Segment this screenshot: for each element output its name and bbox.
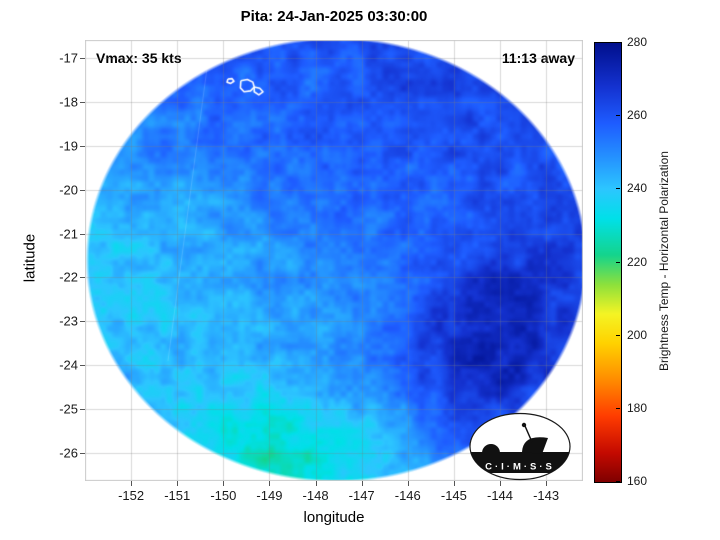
- logo-dish-icon: [522, 437, 548, 454]
- x-tick-mark: [500, 481, 501, 486]
- x-tick-label: -145: [440, 488, 467, 503]
- x-tick-label: -150: [210, 488, 237, 503]
- x-tick-label: -151: [164, 488, 191, 503]
- colorbar-tick-label: 280: [627, 35, 648, 49]
- y-tick-label: -25: [59, 401, 78, 417]
- y-axis-label: latitude: [21, 233, 39, 283]
- colorbar-tick-label: 180: [627, 400, 648, 415]
- x-tick-mark: [546, 481, 548, 486]
- y-tick-label: -22: [59, 269, 78, 285]
- x-tick-mark: [223, 481, 225, 486]
- x-tick-label: -152: [118, 488, 145, 503]
- x-tick-mark: [177, 481, 179, 486]
- y-tick-mark: [80, 233, 85, 235]
- colorbar-tick-mark: [616, 188, 620, 190]
- colorbar-tick-label: 200: [627, 327, 648, 342]
- y-tick-mark: [80, 321, 85, 323]
- x-tick-mark: [269, 481, 271, 486]
- colorbar-tick-mark: [616, 481, 620, 482]
- x-axis-label: longitude: [303, 509, 365, 526]
- y-tick-label: -18: [59, 94, 78, 110]
- colorbar-tick-label: 240: [627, 181, 648, 196]
- y-tick-label: -26: [59, 445, 78, 461]
- logo-dome-icon: [482, 444, 500, 453]
- x-tick-mark: [131, 481, 133, 486]
- logo-ground: [470, 452, 570, 461]
- logo-antenna-icon: [524, 425, 533, 443]
- y-tick-label: -21: [59, 226, 78, 241]
- colorbar: [594, 42, 622, 483]
- x-tick-label: -143: [533, 488, 560, 503]
- logo-text: C·I·M·S·S: [485, 462, 555, 473]
- colorbar-tick-mark: [616, 115, 620, 117]
- y-tick-mark: [80, 409, 85, 411]
- y-tick-label: -17: [59, 50, 78, 66]
- y-tick-label: -24: [59, 357, 78, 373]
- x-tick-mark: [453, 481, 455, 486]
- y-tick-mark: [80, 277, 85, 279]
- y-tick-mark: [80, 189, 85, 191]
- logo-banner: [470, 459, 570, 473]
- x-tick-label: -148: [302, 488, 329, 503]
- x-tick-mark: [315, 481, 317, 486]
- plot-area: [85, 40, 583, 481]
- heatmap-canvas: [85, 40, 583, 481]
- plot-title: Pita: 24-Jan-2025 03:30:00: [240, 8, 428, 25]
- colorbar-label: Brightness Temp - Horizontal Polarizatio…: [657, 151, 671, 371]
- colorbar-tick-label: 160: [627, 474, 648, 488]
- colorbar-tick-mark: [616, 261, 620, 263]
- x-tick-label: -146: [394, 488, 421, 503]
- y-tick-mark: [80, 57, 85, 59]
- y-tick-mark: [80, 101, 85, 103]
- colorbar-tick-label: 220: [627, 254, 648, 269]
- x-tick-mark: [407, 481, 409, 486]
- y-tick-mark: [80, 145, 85, 147]
- cimss-logo: C·I·M·S·S: [469, 412, 571, 481]
- colorbar-tick-mark: [616, 334, 620, 336]
- y-tick-label: -20: [59, 182, 78, 198]
- x-tick-label: -147: [348, 488, 375, 503]
- x-tick-label: -144: [486, 488, 514, 503]
- logo-satellite-icon: [521, 422, 527, 428]
- colorbar-tick-label: 260: [627, 108, 648, 123]
- x-tick-label: -149: [256, 488, 283, 503]
- y-tick-label: -19: [59, 138, 78, 154]
- y-tick-label: -23: [59, 313, 78, 329]
- colorbar-tick-mark: [616, 42, 620, 43]
- y-tick-mark: [80, 452, 85, 454]
- colorbar-tick-mark: [616, 407, 620, 409]
- y-tick-mark: [80, 365, 85, 367]
- x-tick-mark: [361, 481, 363, 486]
